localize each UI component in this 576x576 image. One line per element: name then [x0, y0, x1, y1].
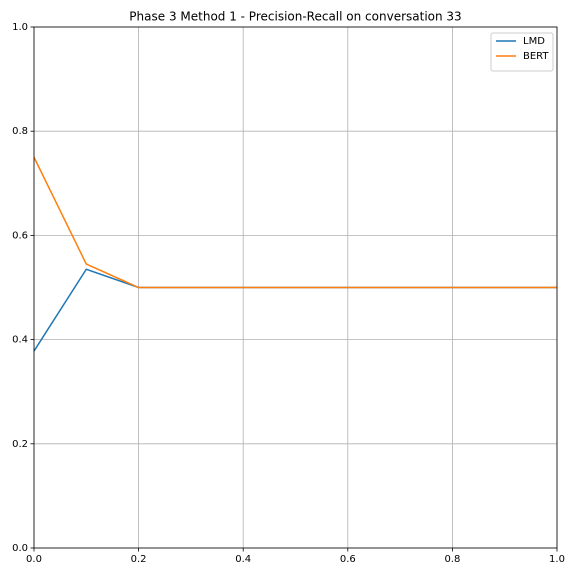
legend-box [490, 32, 554, 72]
legend-label: LMD [523, 36, 545, 47]
chart-title: Phase 3 Method 1 - Precision-Recall on c… [129, 10, 461, 24]
x-tick-label: 0.2 [131, 554, 147, 565]
x-tick-label: 0.8 [444, 554, 460, 565]
line-series [33, 156, 557, 289]
x-tick-label: 0.6 [340, 554, 356, 565]
y-tick-label: 1.0 [12, 22, 28, 33]
y-tick-label: 0.0 [12, 543, 28, 554]
x-tick-label: 0.0 [26, 554, 42, 565]
x-tick-label: 1.0 [549, 554, 565, 565]
legend-label: BERT [523, 51, 549, 62]
x-tick-label: 0.4 [235, 554, 251, 565]
plot-frame [33, 26, 558, 549]
y-tick-label: 0.6 [12, 230, 28, 241]
y-tick-label: 0.2 [12, 439, 28, 450]
y-tick-label: 0.4 [12, 335, 28, 346]
y-tick-label: 0.8 [12, 126, 28, 137]
